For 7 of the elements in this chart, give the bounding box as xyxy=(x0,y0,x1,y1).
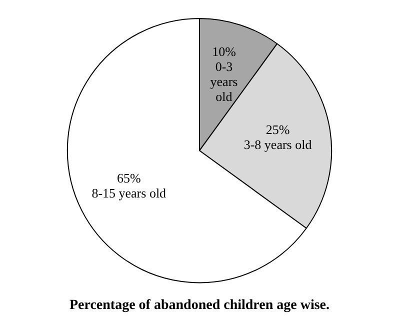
data-label: 10% xyxy=(212,44,236,60)
slice-label: 3-8 years old xyxy=(244,137,312,152)
slice-label: 8-15 years old xyxy=(92,186,167,201)
data-label: 25% xyxy=(266,122,290,138)
text: Percentage of abandoned children age wise. xyxy=(69,298,330,314)
data-label: 65% xyxy=(116,170,141,186)
slice-label: 0-3 years old xyxy=(210,59,238,104)
